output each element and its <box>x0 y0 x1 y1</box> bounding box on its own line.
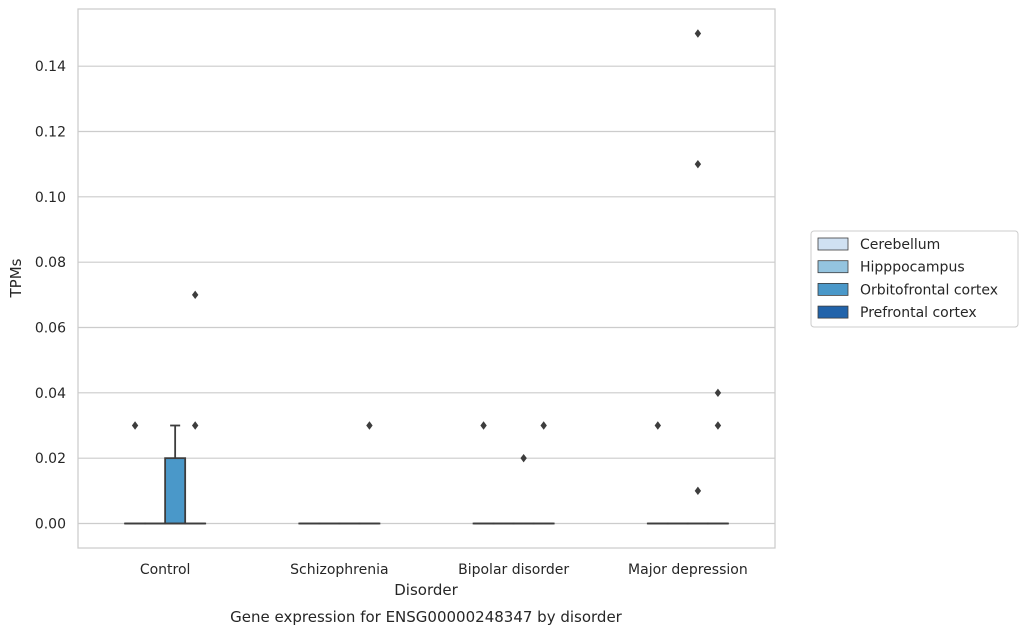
outlier-point <box>714 421 722 430</box>
y-tick-label: 0.12 <box>35 125 66 141</box>
legend-label: Orbitofrontal cortex <box>860 282 998 298</box>
plot-area-frame <box>77 8 776 549</box>
outlier-point <box>191 290 199 300</box>
outlier-point <box>480 421 487 430</box>
x-tick-label: Schizophrenia <box>290 562 388 578</box>
legend-label: Cerebellum <box>860 237 940 253</box>
outlier-point <box>540 421 547 430</box>
outlier-point <box>366 421 373 430</box>
legend-label: Hipppocampus <box>860 260 965 276</box>
outlier-point <box>694 29 702 38</box>
y-tick-label: 0.10 <box>35 190 66 206</box>
outlier-point <box>654 421 662 430</box>
y-tick-labels: 0.00 0.02 0.04 0.06 0.08 0.10 0.12 0.14 <box>35 59 66 532</box>
legend-swatch <box>817 282 849 296</box>
box <box>164 424 187 525</box>
legend: Cerebellum Hipppocampus Orbitofrontal cort… <box>810 230 1019 328</box>
x-tick-label: Major depression <box>628 562 748 578</box>
y-tick-label: 0.08 <box>35 255 66 271</box>
chart-caption: Gene expression for ENSG00000248347 by d… <box>230 608 623 626</box>
x-tick-label: Bipolar disorder <box>458 562 569 578</box>
y-tick-label: 0.14 <box>35 59 66 75</box>
outlier-point <box>714 388 722 398</box>
outlier-point <box>131 421 139 430</box>
boxes <box>124 424 729 525</box>
outlier-point <box>520 453 527 463</box>
x-tick-label: Control <box>140 562 191 578</box>
legend-frame <box>810 230 1019 328</box>
outlier-point <box>694 486 702 496</box>
y-tick-label: 0.02 <box>35 451 66 467</box>
outliers <box>131 29 722 496</box>
y-axis-label: TPMs <box>7 258 25 298</box>
y-tick-label: 0.00 <box>35 517 66 533</box>
legend-swatch <box>817 305 849 319</box>
box-body <box>164 457 187 525</box>
outlier-point <box>191 421 199 430</box>
legend-label: Prefrontal cortex <box>860 305 977 321</box>
outlier-point <box>694 159 702 169</box>
y-tick-label: 0.06 <box>35 321 66 337</box>
grid-lines <box>78 65 775 525</box>
y-tick-label: 0.04 <box>35 386 66 402</box>
x-axis-label: Disorder <box>394 581 458 599</box>
x-tick-labels: Control Schizophrenia Bipolar disorder Majo… <box>140 562 748 578</box>
legend-swatch <box>817 237 849 251</box>
legend-swatch <box>817 260 849 274</box>
